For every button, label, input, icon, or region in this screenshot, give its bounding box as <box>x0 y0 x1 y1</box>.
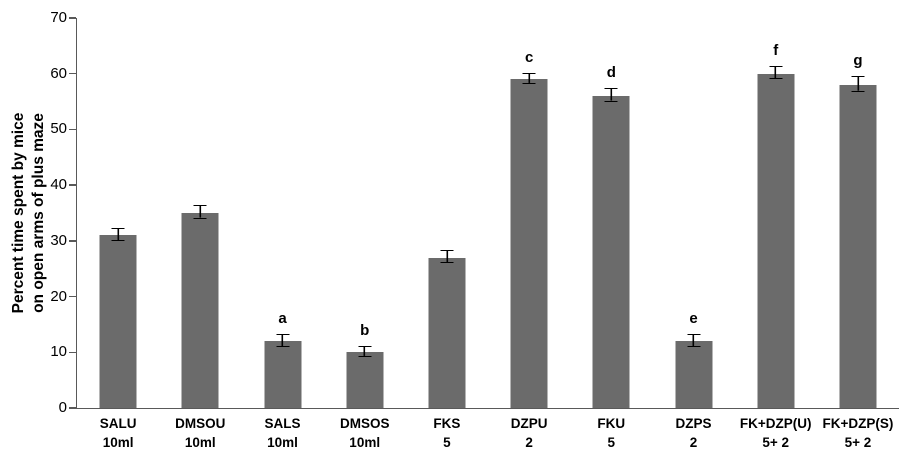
bar <box>510 79 548 408</box>
x-axis-category-label: FK+DZP(S) 5+ 2 <box>822 416 894 450</box>
bar <box>346 352 384 408</box>
x-axis-category-label: DZPU 2 <box>510 416 548 450</box>
bar-group: FKS 5 <box>406 18 488 450</box>
bar-group: e DZPS 2 <box>652 18 734 450</box>
bar-group: d FKU 5 <box>570 18 652 450</box>
y-axis-tick <box>69 407 76 409</box>
y-axis-tick-label: 50 <box>50 120 67 138</box>
y-axis-tick <box>69 17 76 19</box>
x-axis-category-label: DMSOS 10ml <box>339 416 390 450</box>
bar <box>592 96 630 408</box>
y-axis-tick-label: 20 <box>50 287 67 305</box>
error-bar <box>769 66 783 80</box>
significance-letter: g <box>853 52 863 70</box>
y-axis-tick-label: 60 <box>50 64 67 82</box>
error-bar <box>193 205 207 219</box>
bar <box>839 84 877 408</box>
y-axis-tick <box>69 351 76 354</box>
x-axis-category-label: DZPS 2 <box>675 416 712 450</box>
error-bar <box>358 345 372 357</box>
x-axis-category-label: SALS 10ml <box>264 416 301 450</box>
error-bar <box>687 333 701 347</box>
plot-area: 0 10 20 30 40 50 60 70 SALU 10ml DMSOU 10ml a SALS … <box>50 9 899 450</box>
error-bar <box>604 88 618 102</box>
significance-letter: f <box>773 42 779 60</box>
y-axis-tick-label: 70 <box>50 9 67 26</box>
significance-letter: b <box>360 321 370 339</box>
y-axis-tick <box>69 184 76 186</box>
bar <box>757 73 795 408</box>
bar <box>264 341 301 408</box>
error-bar <box>276 333 289 347</box>
significance-letter: c <box>524 48 534 66</box>
bar-group: f FK+DZP(U) 5+ 2 <box>735 18 817 450</box>
x-axis-category-label: FKS 5 <box>433 416 461 450</box>
error-bar <box>522 72 536 84</box>
bar-group: DMSOU 10ml <box>159 18 241 450</box>
y-axis-tick <box>69 240 76 242</box>
bar-group: b DMSOS 10ml <box>324 18 406 450</box>
bar <box>428 257 466 408</box>
x-axis-category-label: FKU 5 <box>597 416 626 450</box>
x-axis-category-label: DMSOU 10ml <box>175 416 226 450</box>
x-axis-category-label: SALU 10ml <box>99 416 137 450</box>
y-axis-tick <box>69 295 76 298</box>
bar-group: SALU 10ml <box>77 18 159 450</box>
error-bar <box>440 250 454 264</box>
bar-group: c DZPU 2 <box>488 18 570 450</box>
bar-group: g FK+DZP(S) 5+ 2 <box>817 18 899 450</box>
bar <box>181 213 219 408</box>
y-axis-tick-label: 10 <box>50 343 67 361</box>
bar <box>99 235 137 408</box>
bar-group: a SALS 10ml <box>241 18 323 450</box>
y-axis-tick-label: 40 <box>50 176 67 194</box>
y-axis-tick <box>69 128 76 131</box>
bar <box>675 341 713 408</box>
significance-letter: e <box>689 309 698 327</box>
error-bar <box>851 76 865 92</box>
error-bar <box>111 227 125 241</box>
y-axis-tick <box>69 72 76 75</box>
significance-letter: d <box>606 64 616 82</box>
x-axis-category-label: FK+DZP(U) 5+ 2 <box>739 416 812 450</box>
y-axis-tick-label: 0 <box>58 399 67 416</box>
significance-letter: a <box>278 309 287 327</box>
bar-groups: SALU 10ml DMSOU 10ml a SALS 10ml b DMSOS 10ml… <box>77 18 899 450</box>
y-axis-tick-label: 30 <box>50 231 67 249</box>
